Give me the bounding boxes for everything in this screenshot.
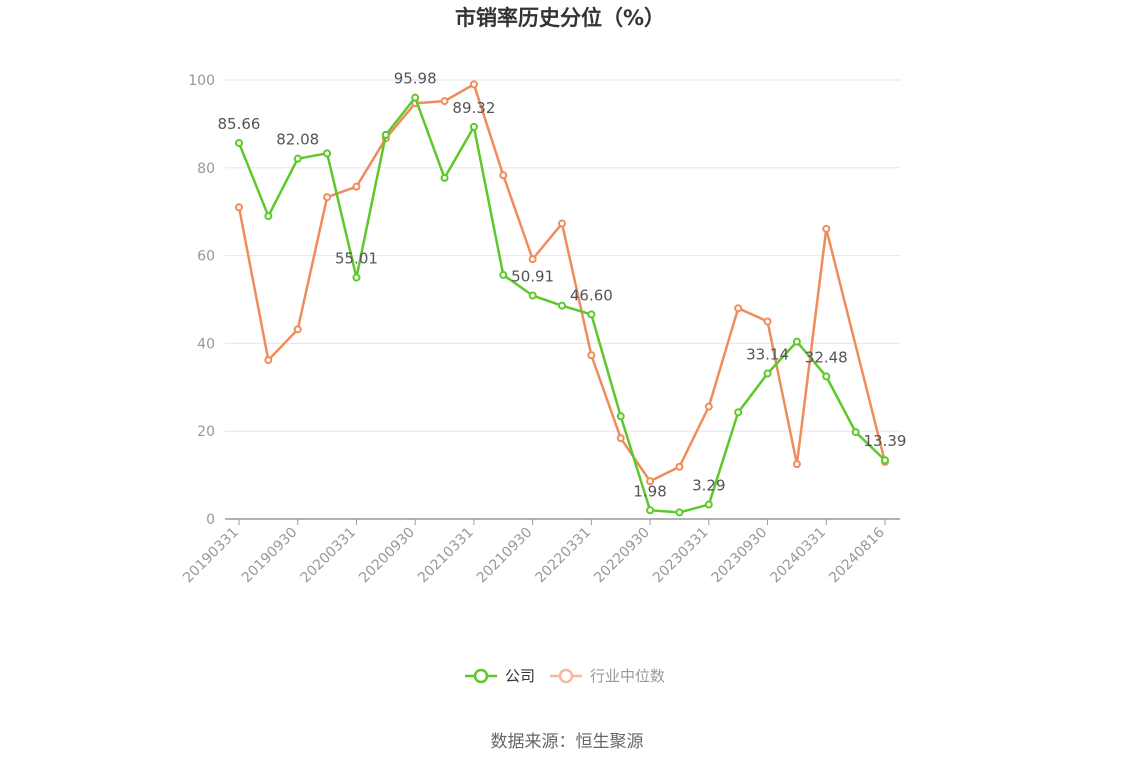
data-point-industry-median[interactable] (675, 462, 684, 471)
legend-item-industry-median[interactable]: 行业中位数 (550, 667, 665, 685)
data-label: 82.08 (276, 131, 319, 149)
data-point-industry-median[interactable] (646, 477, 655, 486)
x-tick-label: 20220930 (591, 525, 653, 587)
x-axis: 2019033120190930202003312020093020210331… (180, 518, 900, 587)
data-label: 89.32 (452, 99, 495, 117)
data-point-company[interactable] (411, 93, 420, 102)
y-tick-label: 0 (206, 512, 215, 528)
legend[interactable]: 公司 行业中位数 (465, 667, 665, 685)
data-label: 50.91 (511, 268, 554, 286)
data-point-industry-median[interactable] (264, 356, 273, 365)
y-tick-label: 60 (197, 249, 215, 265)
x-tick-label: 20240816 (826, 524, 888, 586)
data-point-company[interactable] (352, 273, 361, 282)
data-point-company[interactable] (792, 337, 801, 346)
x-tick-label: 20230331 (650, 525, 712, 587)
data-label: 95.98 (394, 70, 437, 88)
x-tick-label: 20190331 (180, 525, 242, 587)
grid (225, 79, 900, 432)
y-axis: 0 20 40 60 80 100 (188, 73, 215, 528)
data-point-company[interactable] (264, 212, 273, 221)
data-point-industry-median[interactable] (235, 203, 243, 212)
x-tick-label: 20210331 (415, 525, 477, 587)
data-point-company[interactable] (616, 412, 625, 421)
data-point-industry-median[interactable] (734, 304, 743, 313)
data-point-company[interactable] (822, 372, 831, 381)
data-point-company[interactable] (558, 301, 566, 310)
data-point-industry-median[interactable] (528, 255, 537, 264)
data-point-industry-median[interactable] (792, 460, 801, 469)
data-point-industry-median[interactable] (616, 434, 625, 443)
data-label: 46.60 (570, 286, 613, 304)
data-point-industry-median[interactable] (440, 97, 449, 106)
x-tick-label: 20200331 (298, 525, 360, 587)
data-point-industry-median[interactable] (587, 351, 596, 360)
x-tick-label: 20210930 (474, 525, 536, 587)
legend-marker-icon (558, 668, 574, 684)
data-point-company[interactable] (881, 456, 889, 465)
data-point-company[interactable] (235, 138, 243, 147)
data-point-industry-median[interactable] (704, 402, 713, 411)
data-point-company[interactable] (704, 500, 713, 509)
data-point-company[interactable] (763, 369, 772, 378)
data-point-industry-median[interactable] (293, 325, 302, 334)
source-note: 数据来源：恒生聚源 (491, 732, 644, 752)
data-point-company[interactable] (381, 130, 390, 139)
legend-item-company[interactable]: 公司 (465, 667, 535, 685)
data-label: 13.39 (864, 432, 907, 450)
legend-marker-icon (473, 668, 489, 684)
data-label: 3.29 (692, 477, 725, 495)
y-tick-label: 40 (197, 336, 215, 352)
data-point-company[interactable] (323, 149, 332, 158)
legend-label: 公司 (505, 667, 535, 685)
x-tick-label: 20240331 (767, 525, 829, 587)
data-point-company[interactable] (587, 310, 596, 319)
x-tick-label: 20190930 (239, 525, 301, 587)
data-labels: 85.66 82.08 55.01 95.98 89.32 50.91 46.60 1.98 3… (218, 70, 907, 501)
x-tick-label: 20220331 (532, 525, 594, 587)
data-point-company[interactable] (499, 270, 508, 279)
data-point-industry-median[interactable] (499, 171, 508, 180)
x-tick-label: 20230930 (709, 525, 771, 587)
data-point-company[interactable] (734, 408, 743, 417)
data-point-industry-median[interactable] (469, 80, 478, 89)
data-point-company[interactable] (440, 173, 449, 182)
data-point-company[interactable] (293, 154, 302, 163)
y-tick-label: 80 (197, 161, 215, 177)
series-group (235, 80, 889, 517)
data-point-industry-median[interactable] (822, 224, 831, 233)
data-label: 1.98 (633, 482, 666, 500)
data-point-industry-median[interactable] (763, 317, 772, 326)
data-point-industry-median[interactable] (323, 193, 332, 202)
data-label: 33.14 (746, 346, 789, 364)
data-point-industry-median[interactable] (352, 182, 361, 191)
data-label: 55.01 (335, 250, 378, 268)
y-tick-label: 20 (197, 424, 215, 440)
data-point-company[interactable] (469, 122, 478, 131)
x-tick-label: 20200930 (356, 525, 418, 587)
chart-title: 市销率历史分位（%） (455, 6, 665, 30)
data-point-company[interactable] (675, 508, 684, 517)
data-point-company[interactable] (851, 428, 860, 437)
y-tick-label: 100 (188, 73, 215, 89)
data-point-industry-median[interactable] (558, 219, 566, 228)
data-point-company[interactable] (528, 291, 537, 300)
data-point-company[interactable] (646, 506, 655, 515)
series-line-industry-median (237, 83, 887, 483)
data-label: 32.48 (805, 348, 848, 366)
legend-label: 行业中位数 (590, 667, 665, 685)
data-label: 85.66 (218, 115, 261, 133)
